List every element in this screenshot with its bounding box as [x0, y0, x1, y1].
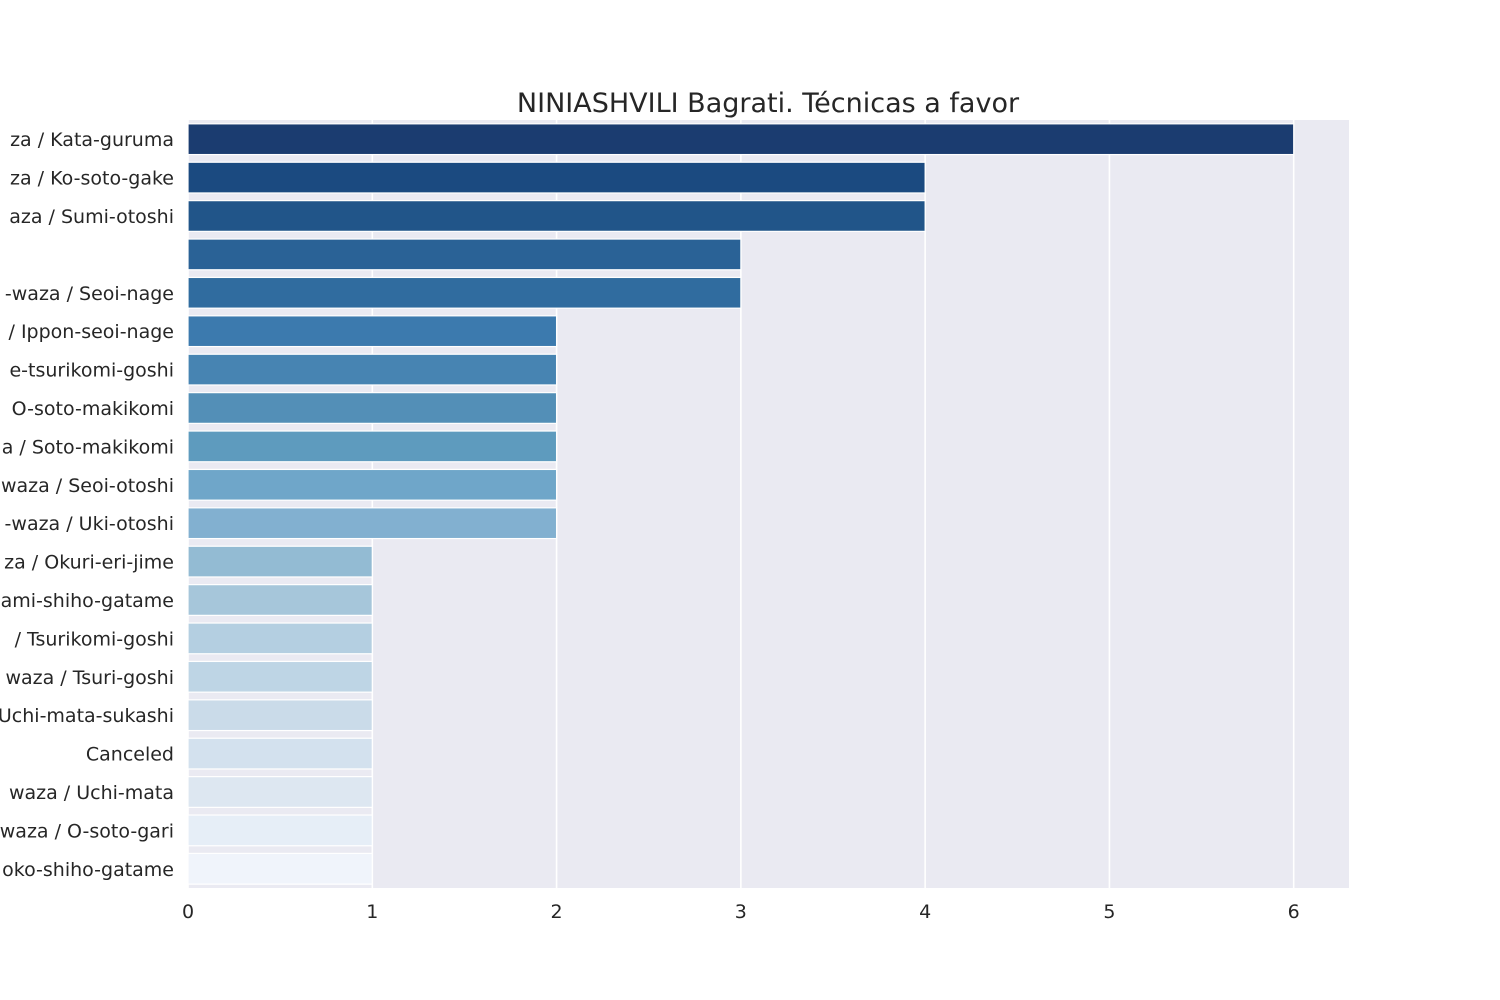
x-tick-label: 1 — [366, 901, 378, 923]
y-tick-label: waza / Uchi-mata — [9, 782, 174, 804]
bar — [187, 699, 373, 732]
y-tick-label: Uchi-mata-sukashi — [0, 705, 174, 727]
bar — [187, 545, 373, 578]
y-tick-label: oko-shiho-gatame — [2, 859, 174, 881]
bar — [187, 584, 373, 616]
bar — [187, 315, 558, 348]
bar — [187, 468, 558, 501]
y-tick-label: -waza / Uki-otoshi — [5, 513, 174, 535]
bar — [187, 238, 742, 271]
y-tick-label: Canceled — [86, 744, 174, 766]
y-tick-label: aza / Sumi-otoshi — [9, 206, 174, 228]
y-tick-label: ami-shiho-gatame — [1, 590, 174, 612]
bar — [187, 507, 558, 540]
bar — [187, 430, 558, 463]
bar — [187, 276, 742, 309]
bar — [187, 814, 373, 847]
y-tick-label: waza / Seoi-otoshi — [1, 475, 174, 497]
bar — [187, 353, 558, 386]
bar — [187, 161, 926, 194]
x-tick-label: 6 — [1288, 901, 1300, 923]
plot-background — [188, 120, 1349, 888]
x-tick-label: 2 — [551, 901, 563, 923]
y-tick-label: -waza / Seoi-nage — [5, 283, 174, 305]
x-tick-label: 3 — [735, 901, 747, 923]
x-tick-label: 5 — [1103, 901, 1115, 923]
bar — [187, 392, 558, 424]
x-tick-label: 0 — [182, 901, 194, 923]
y-tick-label: za / Kata-guruma — [10, 129, 174, 151]
chart-title: NINIASHVILI Bagrati. Técnicas a favor — [517, 88, 1020, 119]
bar — [187, 737, 373, 770]
bar — [187, 200, 926, 232]
y-tick-label: a / Soto-makikomi — [2, 436, 174, 458]
bar — [187, 123, 1295, 156]
bar — [187, 776, 373, 808]
x-tick-labels: 0 1 2 3 4 5 6 — [182, 901, 1300, 923]
bars — [187, 123, 1295, 885]
y-tick-label: / Tsurikomi-goshi — [15, 628, 174, 650]
y-tick-label: waza / O-soto-gari — [0, 820, 174, 842]
y-tick-label: za / Ko-soto-gake — [10, 168, 174, 190]
bar — [187, 622, 373, 655]
y-tick-labels: za / Kata-guruma za / Ko-soto-gake aza / S… — [0, 129, 174, 881]
y-tick-label: waza / Tsuri-goshi — [5, 667, 174, 689]
y-tick-label: / Ippon-seoi-nage — [9, 321, 174, 343]
bar — [187, 660, 373, 693]
y-tick-label: e-tsurikomi-goshi — [9, 360, 174, 382]
y-tick-label: O-soto-makikomi — [12, 398, 174, 420]
y-tick-label: za / Okuri-eri-jime — [4, 552, 174, 574]
bar — [187, 852, 373, 885]
x-tick-label: 4 — [919, 901, 931, 923]
